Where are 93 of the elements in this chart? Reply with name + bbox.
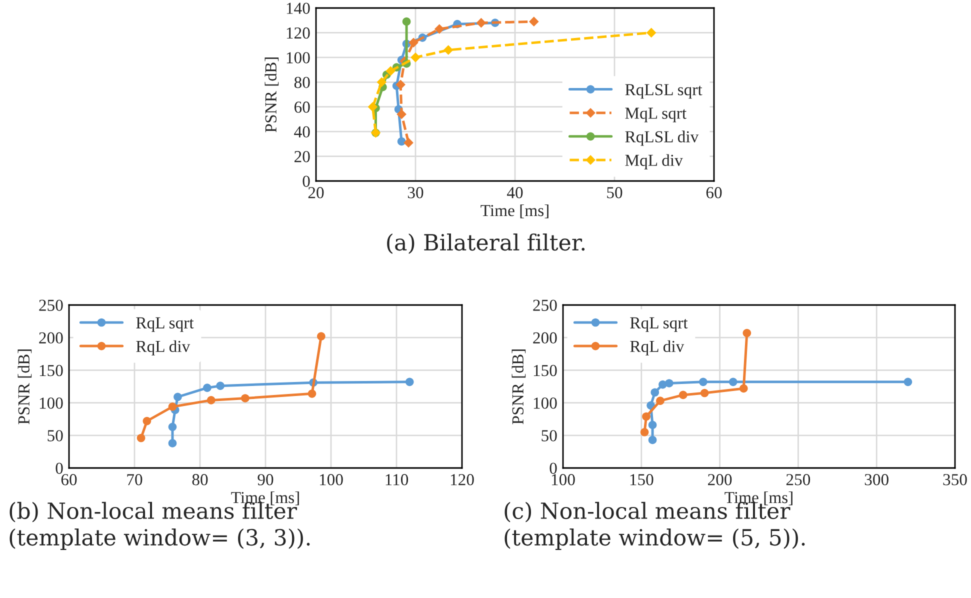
point — [396, 109, 406, 120]
point — [648, 436, 657, 444]
point — [168, 422, 177, 432]
point — [376, 77, 387, 88]
point — [434, 24, 444, 34]
x-tick-label: 80 — [192, 474, 208, 486]
point — [408, 38, 418, 48]
y-tick-label: 250 — [533, 300, 557, 311]
point — [404, 138, 414, 148]
x-tick-label: 90 — [258, 474, 274, 486]
point — [700, 388, 709, 398]
point — [476, 18, 486, 28]
point — [656, 396, 664, 406]
y-tick-label: 40 — [294, 126, 310, 138]
legend-label: RqL sqrt — [136, 317, 194, 332]
point — [528, 16, 539, 27]
point — [742, 328, 752, 338]
point — [642, 412, 650, 421]
y-tick-label: 150 — [534, 364, 557, 376]
x-tick-label: 250 — [786, 474, 810, 486]
point — [739, 384, 748, 393]
point — [206, 396, 216, 404]
x-tick-label: 50 — [607, 187, 622, 198]
x-tick-label: 20 — [308, 187, 324, 198]
y-tick-label: 100 — [40, 398, 63, 409]
x-tick-label: 30 — [408, 187, 424, 198]
point — [443, 45, 454, 55]
y-tick-label: 140 — [286, 2, 310, 14]
point — [386, 66, 396, 76]
y-tick-label: 100 — [534, 398, 557, 409]
legend-label: RqLSL div — [625, 130, 699, 146]
point — [203, 384, 212, 392]
point — [168, 402, 177, 411]
text: (a) Bilateral filter. — [387, 233, 585, 254]
y-tick-label: 50 — [48, 430, 63, 442]
legend-label: RqL div — [136, 340, 190, 356]
y-tick-label: 150 — [40, 364, 63, 376]
point — [216, 382, 224, 390]
point — [650, 388, 660, 397]
x-tick-label: 120 — [450, 474, 474, 486]
point — [308, 390, 316, 398]
y-axis-title: PSNR [dB] — [18, 350, 32, 424]
point — [142, 416, 152, 426]
point — [317, 332, 326, 340]
point — [410, 52, 420, 62]
y-tick-label: 0 — [302, 176, 310, 187]
point — [368, 102, 378, 112]
x-tick-label: 100 — [320, 474, 343, 486]
point — [678, 390, 688, 400]
point — [405, 378, 414, 386]
y-tick-label: 0 — [56, 462, 63, 474]
y-tick-label: 80 — [294, 76, 310, 88]
x-tick-label: 350 — [943, 474, 967, 486]
y-tick-label: 50 — [542, 430, 557, 442]
x-tick-label: 110 — [386, 474, 408, 486]
point — [174, 392, 182, 402]
legend-label: RqLSL sqrt — [625, 84, 702, 99]
point — [699, 378, 708, 386]
x-tick-label: 60 — [61, 474, 77, 486]
y-tick-label: 200 — [533, 332, 557, 344]
point — [664, 379, 674, 388]
y-tick-label: 200 — [39, 332, 63, 344]
y-tick-label: 60 — [294, 102, 310, 113]
point — [646, 28, 656, 38]
point — [640, 428, 649, 436]
y-axis-title: PSNR [dB] — [264, 58, 279, 132]
point — [168, 439, 177, 448]
y-tick-label: 100 — [286, 52, 310, 64]
legend-label: RqL sqrt — [630, 317, 688, 332]
point — [904, 378, 912, 386]
x-tick-label: 40 — [506, 187, 523, 198]
x-axis-title: Time [ms] — [480, 204, 548, 218]
x-tick-label: 150 — [630, 474, 654, 486]
y-axis-title: PSNR [dB] — [512, 350, 526, 424]
y-tick-label: 120 — [286, 27, 310, 39]
y-tick-label: 250 — [39, 300, 63, 311]
x-tick-label: 60 — [706, 187, 722, 198]
point — [648, 420, 657, 430]
legend-label: MqL sqrt — [625, 108, 686, 122]
point — [241, 394, 250, 402]
x-tick-label: 300 — [864, 474, 888, 486]
legend-label: MqL div — [625, 154, 683, 170]
point — [402, 17, 411, 26]
x-tick-label: 200 — [708, 474, 732, 486]
point — [728, 378, 738, 386]
point — [136, 434, 146, 442]
legend-label: RqL div — [630, 340, 684, 356]
point — [396, 80, 406, 90]
point — [397, 137, 406, 146]
y-tick-label: 20 — [294, 150, 310, 162]
x-tick-label: 100 — [552, 474, 575, 486]
y-tick-label: 0 — [550, 462, 557, 474]
x-tick-label: 70 — [127, 474, 142, 486]
